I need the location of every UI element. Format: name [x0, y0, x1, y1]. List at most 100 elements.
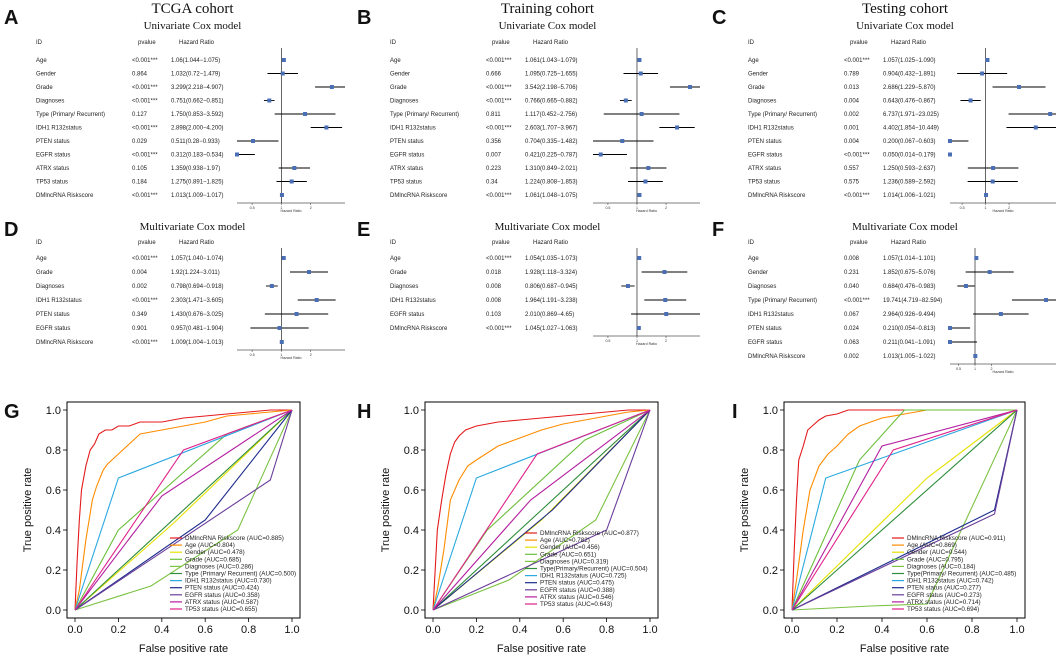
- hr-point: [968, 98, 973, 103]
- row-pvalue: <0.001***: [132, 85, 158, 91]
- hr-point: [980, 71, 985, 76]
- hr-point: [1044, 298, 1049, 302]
- row-pvalue: 0.811: [486, 112, 501, 118]
- column-header-hazard-ratio: Hazard Ratio: [533, 40, 569, 46]
- row-id: Grade: [36, 85, 53, 91]
- forest-axis-label: Hazard Ratio: [993, 209, 1014, 213]
- y-tick-label: 0.4: [404, 525, 419, 537]
- row-pvalue: 0.008: [844, 256, 860, 262]
- row-pvalue: <0.001***: [132, 298, 158, 304]
- row-hazard-ratio: 1.032(0.72−1.479): [171, 72, 220, 78]
- column-header-hazard-ratio: Hazard Ratio: [179, 240, 215, 246]
- roc-curve-0: [432, 409, 650, 611]
- row-pvalue: 0.666: [486, 72, 502, 78]
- x-tick-label: 1.0: [1009, 624, 1024, 636]
- row-hazard-ratio: 0.684(0.476−0.983): [883, 284, 936, 290]
- roc-curve-4: [74, 409, 293, 611]
- row-hazard-ratio: 1.045(1.027−1.063): [525, 326, 578, 332]
- legend-entry: Type (Primary/ Recurrent) (AUC=0.500): [185, 571, 296, 578]
- row-pvalue: <0.001***: [132, 99, 158, 105]
- row-id: DMlncRNA Riskscore: [748, 193, 806, 199]
- plot-frame: [783, 401, 1026, 619]
- forest-row: Type (Primary/ Recurrent) 0.811 1.117(0.45…: [390, 112, 680, 118]
- legend-entry: PTEN status (AUC=0.424): [185, 585, 259, 592]
- forest-row: Age <0.001*** 1.057(1.040−1.074): [36, 256, 286, 262]
- hr-point: [675, 125, 680, 130]
- column-header-hazard-ratio: Hazard Ratio: [891, 240, 927, 246]
- column-header-hazard-ratio: Hazard Ratio: [179, 40, 215, 46]
- row-hazard-ratio: 1.061(1.043−1.079): [525, 58, 578, 64]
- row-pvalue: 0.349: [132, 312, 148, 318]
- hr-point: [281, 256, 286, 260]
- row-id: Gender: [36, 72, 56, 78]
- forest-row: Gender 0.864 1.032(0.72−1.479): [36, 71, 298, 78]
- row-pvalue: <0.001***: [486, 85, 512, 91]
- y-tick-label: 0.6: [763, 485, 778, 497]
- row-id: Type (Primary/ Recurrent): [748, 112, 817, 118]
- row-id: PTEN status: [748, 326, 782, 332]
- panel-letter: D: [4, 219, 18, 241]
- row-hazard-ratio: 0.421(0.225−0.787): [525, 153, 578, 159]
- legend-entry: Diagnoses (AUC=0.319): [540, 558, 608, 565]
- forest-axis-label: Hazard Ratio: [281, 356, 302, 360]
- roc-curve-1: [74, 409, 293, 611]
- x-tick-label: 0.2: [829, 624, 844, 636]
- y-tick-label: 1.0: [46, 405, 61, 417]
- row-hazard-ratio: 2.964(0.926−9.494): [883, 312, 936, 318]
- row-id: PTEN status: [36, 312, 70, 318]
- row-id: EGFR status: [390, 312, 424, 318]
- y-tick-label: 0.0: [46, 605, 61, 617]
- row-id: Diagnoses: [390, 99, 418, 105]
- x-tick-label: 0.6: [556, 624, 571, 636]
- row-hazard-ratio: 1.117(0.452−2.756): [525, 112, 577, 118]
- forest-tick-label: 1: [974, 367, 976, 371]
- panel-letter: A: [4, 7, 18, 29]
- hr-point: [637, 193, 642, 197]
- roc-curve-8: [432, 409, 651, 611]
- column-header-hazard-ratio: Hazard Ratio: [533, 240, 569, 246]
- forest-panel-a: A TCGA cohort Univariate Cox model ID pvalue…: [4, 1, 345, 213]
- hr-point: [639, 112, 644, 116]
- row-id: Age: [748, 58, 759, 64]
- row-id: Diagnoses: [36, 284, 64, 290]
- forest-row: EGFR status <0.001*** 0.050(0.014−0.179): [748, 152, 952, 159]
- row-hazard-ratio: 2.686(1.229−5.870): [883, 85, 936, 91]
- row-pvalue: <0.001***: [844, 193, 870, 199]
- row-pvalue: <0.001***: [844, 153, 870, 159]
- roc-plots: G 0.0 0.0 0.2 0.2 0.4 0.4 0.6 0.6 0.8 0.8 1.0 1.0 Fal…: [4, 401, 1026, 655]
- row-hazard-ratio: 1.014(1.006−1.021): [883, 193, 936, 199]
- hr-point: [998, 312, 1003, 316]
- row-hazard-ratio: 0.312(0.183−0.534): [171, 153, 224, 159]
- row-id: PTEN status: [36, 139, 70, 145]
- row-hazard-ratio: 0.798(0.694−0.918): [171, 284, 224, 290]
- row-id: IDH1 R132status: [390, 126, 436, 132]
- forest-row: Age <0.001*** 1.054(1.035−1.073): [390, 256, 642, 262]
- row-pvalue: 0.002: [132, 284, 148, 290]
- row-pvalue: 0.356: [486, 139, 502, 145]
- row-id: DMlncRNA Riskscore: [36, 340, 94, 346]
- model-title: Univariate Cox model: [144, 20, 242, 32]
- row-id: Diagnoses: [748, 284, 776, 290]
- forest-row: Type (Primary/ Recurrent) <0.001*** 19.741…: [748, 298, 1056, 304]
- x-axis-label: False positive rate: [497, 643, 586, 655]
- y-tick-label: 0.4: [46, 525, 61, 537]
- forest-row: Diagnoses 0.004 0.643(0.476−0.867): [748, 98, 981, 105]
- forest-row: Type (Primary/ Recurrent) 0.127 1.750(0.85…: [36, 112, 336, 118]
- roc-curve-5: [432, 409, 651, 611]
- column-header-id: ID: [36, 40, 43, 46]
- forest-row: TP53 status 0.34 1.224(0.808−1.853): [390, 179, 663, 186]
- row-hazard-ratio: 0.766(0.665−0.882): [525, 99, 578, 105]
- panel-letter: I: [732, 401, 738, 423]
- row-pvalue: 0.024: [844, 326, 860, 332]
- row-pvalue: 0.575: [844, 180, 860, 186]
- row-hazard-ratio: 1.095(0.725−1.655): [525, 72, 578, 78]
- row-hazard-ratio: 1.057(1.025−1.090): [883, 58, 936, 64]
- row-id: DMlncRNA Riskscore: [748, 354, 806, 360]
- forest-row: DMlncRNA Riskscore <0.001*** 1.045(1.027−1…: [390, 326, 641, 332]
- row-hazard-ratio: 3.542(2.198−5.706): [525, 85, 578, 91]
- row-hazard-ratio: 1.057(1.014−1.101): [883, 256, 936, 262]
- y-tick-label: 0.2: [763, 565, 778, 577]
- hr-point: [948, 152, 952, 157]
- panel-letter: H: [357, 401, 371, 423]
- hr-point: [991, 166, 996, 170]
